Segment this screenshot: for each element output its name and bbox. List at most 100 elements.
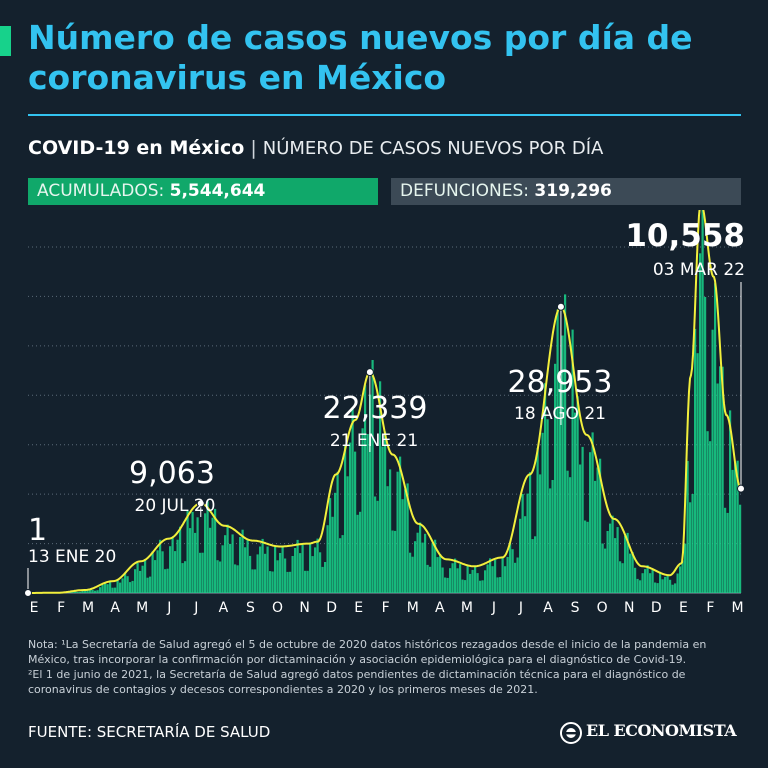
daily-bar bbox=[534, 536, 537, 593]
defunciones-label: DEFUNCIONES: bbox=[400, 181, 530, 201]
daily-bar bbox=[289, 571, 292, 593]
daily-bar bbox=[381, 446, 384, 593]
daily-bar bbox=[651, 570, 654, 593]
daily-bar bbox=[446, 577, 449, 593]
daily-bar bbox=[101, 584, 104, 593]
daily-bar bbox=[269, 571, 272, 593]
x-tick-label: A bbox=[435, 600, 445, 616]
daily-bar bbox=[164, 569, 167, 593]
daily-bar bbox=[109, 581, 112, 593]
annotation-point bbox=[24, 588, 32, 597]
daily-bar bbox=[561, 335, 564, 593]
annotation-date: 20 JUL 20 bbox=[135, 496, 216, 516]
daily-bar bbox=[616, 527, 619, 593]
annotation-date: 13 ENE 20 bbox=[28, 547, 116, 567]
daily-bar bbox=[264, 553, 267, 593]
daily-bar bbox=[284, 558, 287, 593]
daily-bar bbox=[459, 564, 462, 593]
daily-bar bbox=[119, 582, 122, 593]
x-tick-label: N bbox=[299, 600, 309, 616]
daily-bar bbox=[431, 542, 434, 593]
daily-bar bbox=[204, 513, 207, 593]
daily-bar bbox=[89, 589, 92, 593]
daily-bar bbox=[196, 517, 199, 593]
daily-bar bbox=[299, 553, 302, 593]
daily-bar bbox=[189, 528, 192, 593]
daily-bar bbox=[584, 520, 587, 593]
annotation-value: 22,339 bbox=[323, 391, 428, 426]
daily-bar bbox=[134, 569, 137, 593]
daily-bar bbox=[176, 539, 179, 593]
daily-bar bbox=[714, 283, 717, 593]
daily-bar bbox=[394, 530, 397, 593]
daily-bar bbox=[676, 573, 679, 593]
daily-bar bbox=[636, 578, 639, 593]
daily-bar bbox=[151, 551, 154, 593]
daily-bar bbox=[174, 551, 177, 593]
daily-bar bbox=[594, 480, 597, 593]
daily-bar bbox=[156, 550, 159, 593]
daily-bar bbox=[644, 569, 647, 593]
daily-bar bbox=[366, 434, 369, 593]
daily-bar bbox=[279, 553, 282, 593]
daily-bar bbox=[404, 489, 407, 593]
daily-bar bbox=[84, 590, 87, 593]
daily-bar bbox=[114, 587, 117, 593]
annotations: 113 ENE 20 9,063 20 JUL 20 22,339 21 ENE 21 2… bbox=[24, 218, 745, 597]
daily-bar bbox=[344, 446, 347, 593]
daily-bar bbox=[231, 534, 234, 593]
daily-bar bbox=[681, 560, 684, 593]
accent-bar bbox=[0, 26, 11, 56]
daily-bar bbox=[574, 412, 577, 593]
daily-bar bbox=[384, 431, 387, 593]
daily-bar bbox=[444, 577, 447, 593]
daily-bar bbox=[626, 532, 629, 593]
daily-bar bbox=[421, 542, 424, 593]
subtitle-rest: NÚMERO DE CASOS NUEVOS POR DÍA bbox=[262, 138, 604, 159]
x-tick-label: M bbox=[407, 600, 419, 616]
acumulados-label: ACUMULADOS: bbox=[37, 181, 165, 201]
daily-bar bbox=[159, 539, 162, 593]
x-tick-label: S bbox=[246, 600, 255, 616]
daily-bar bbox=[409, 552, 412, 593]
daily-bar bbox=[606, 531, 609, 593]
daily-bar bbox=[716, 383, 719, 593]
daily-bar bbox=[579, 464, 582, 593]
daily-bar bbox=[126, 576, 129, 593]
annotation-point bbox=[737, 484, 745, 493]
daily-bar bbox=[524, 516, 527, 593]
daily-bar bbox=[221, 545, 224, 593]
daily-bar bbox=[514, 562, 517, 593]
daily-bar bbox=[541, 432, 544, 593]
daily-bar bbox=[86, 590, 89, 593]
x-tick-label: F bbox=[57, 600, 65, 616]
daily-bar bbox=[501, 556, 504, 593]
daily-bar bbox=[201, 552, 204, 593]
daily-bar bbox=[286, 571, 289, 593]
daily-bar bbox=[699, 253, 702, 594]
daily-bar bbox=[451, 563, 454, 593]
x-tick-label: O bbox=[597, 600, 608, 616]
x-tick-label: A bbox=[110, 600, 120, 616]
daily-bar bbox=[669, 579, 672, 593]
daily-bar bbox=[396, 471, 399, 593]
annotation-value: 9,063 bbox=[129, 456, 215, 491]
annotation-date: 21 ENE 21 bbox=[330, 431, 418, 451]
daily-bar bbox=[516, 557, 519, 593]
trend-line bbox=[28, 210, 742, 594]
daily-bar bbox=[144, 559, 147, 593]
x-tick-label: E bbox=[679, 600, 688, 616]
daily-bar bbox=[296, 539, 299, 593]
daily-bar bbox=[94, 590, 97, 593]
daily-bar bbox=[96, 590, 99, 593]
daily-bar bbox=[724, 507, 727, 593]
daily-bar bbox=[371, 360, 374, 593]
daily-bar bbox=[479, 580, 482, 593]
daily-bar bbox=[274, 546, 277, 593]
daily-bar bbox=[499, 577, 502, 593]
daily-bar bbox=[506, 557, 509, 593]
daily-bar bbox=[361, 428, 364, 593]
daily-bar bbox=[619, 561, 622, 593]
daily-bar bbox=[309, 542, 312, 593]
daily-bar bbox=[704, 297, 707, 593]
